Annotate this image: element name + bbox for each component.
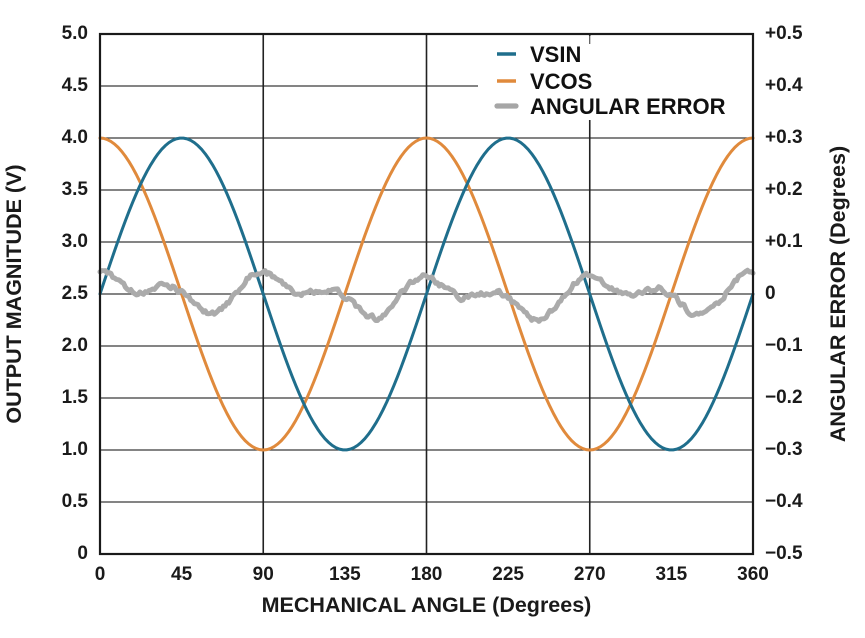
svg-text:3.0: 3.0 <box>62 231 88 252</box>
svg-text:ANGULAR ERROR: ANGULAR ERROR <box>530 94 726 119</box>
svg-text:90: 90 <box>253 564 274 585</box>
svg-text:315: 315 <box>656 564 688 585</box>
svg-text:2.0: 2.0 <box>62 335 88 356</box>
svg-text:4.0: 4.0 <box>62 127 88 148</box>
svg-text:135: 135 <box>329 564 361 585</box>
svg-text:4.5: 4.5 <box>62 75 89 96</box>
svg-text:0.5: 0.5 <box>62 491 89 512</box>
svg-text:180: 180 <box>411 564 443 585</box>
svg-text:0: 0 <box>77 543 88 564</box>
svg-text:VCOS: VCOS <box>530 69 592 94</box>
svg-text:−0.3: −0.3 <box>765 439 803 460</box>
svg-text:−0.5: −0.5 <box>765 543 803 564</box>
svg-text:5.0: 5.0 <box>62 23 88 44</box>
svg-text:VSIN: VSIN <box>530 42 581 67</box>
svg-text:0: 0 <box>765 283 776 304</box>
svg-text:360: 360 <box>737 564 769 585</box>
svg-text:1.0: 1.0 <box>62 439 88 460</box>
svg-text:225: 225 <box>492 564 524 585</box>
svg-text:45: 45 <box>171 564 193 585</box>
svg-text:−0.1: −0.1 <box>765 335 803 356</box>
svg-text:3.5: 3.5 <box>62 179 89 200</box>
svg-text:+0.4: +0.4 <box>765 75 803 96</box>
svg-text:270: 270 <box>574 564 606 585</box>
svg-text:0: 0 <box>95 564 106 585</box>
svg-text:+0.1: +0.1 <box>765 231 803 252</box>
svg-text:ANGULAR ERROR (Degrees): ANGULAR ERROR (Degrees) <box>826 146 850 442</box>
svg-text:+0.5: +0.5 <box>765 23 803 44</box>
svg-text:+0.3: +0.3 <box>765 127 803 148</box>
svg-text:2.5: 2.5 <box>62 283 89 304</box>
svg-text:−0.2: −0.2 <box>765 387 803 408</box>
svg-text:−0.4: −0.4 <box>765 491 803 512</box>
svg-text:MECHANICAL ANGLE (Degrees): MECHANICAL ANGLE (Degrees) <box>262 593 592 617</box>
svg-text:1.5: 1.5 <box>62 387 89 408</box>
svg-text:+0.2: +0.2 <box>765 179 803 200</box>
svg-text:OUTPUT MAGNITUDE (V): OUTPUT MAGNITUDE (V) <box>2 164 26 423</box>
